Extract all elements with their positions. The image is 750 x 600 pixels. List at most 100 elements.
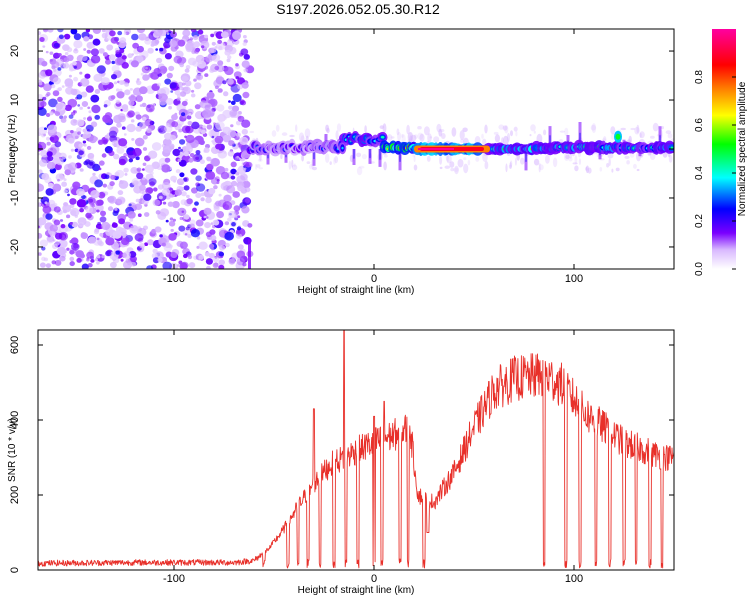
noise-blob [198, 241, 208, 250]
noise-blob [215, 143, 222, 150]
noise-blob [110, 261, 117, 269]
noise-blob [55, 232, 63, 240]
haze-blob [543, 129, 547, 136]
noise-blob [179, 172, 185, 178]
noise-blob [38, 71, 47, 79]
haze-blob [630, 127, 636, 131]
noise-blob [192, 35, 199, 41]
noise-blob [108, 54, 116, 61]
noise-blob [172, 218, 176, 222]
noise-blob [63, 189, 68, 194]
haze-blob [533, 130, 536, 134]
noise-blob [73, 76, 79, 82]
haze-blob [258, 167, 263, 170]
noise-blob [224, 167, 229, 172]
noise-blob [62, 44, 70, 51]
noise-blob [134, 184, 138, 188]
noise-blob [97, 240, 103, 245]
noise-blob [38, 183, 45, 192]
noise-blob [185, 65, 191, 70]
haze-blob [439, 129, 445, 132]
noise-blob [202, 125, 206, 129]
haze-blob [474, 136, 481, 145]
noise-blob [90, 94, 100, 103]
noise-blob [83, 117, 87, 120]
haze-blob [620, 127, 626, 131]
haze-blob [639, 132, 642, 138]
noise-blob [183, 214, 190, 220]
noise-blob [60, 242, 67, 249]
noise-blob [122, 106, 129, 112]
noise-blob [93, 136, 98, 141]
noise-blob [113, 81, 118, 85]
noise-blob [164, 29, 169, 33]
haze-blob [559, 130, 566, 133]
noise-blob [145, 104, 155, 113]
noise-blob [190, 29, 197, 33]
noise-blob [122, 251, 131, 259]
haze-blob [634, 126, 640, 135]
noise-blob [105, 250, 112, 257]
snr-y-tick-label: 600 [9, 336, 21, 354]
noise-blob [102, 52, 108, 57]
noise-blob [195, 150, 201, 155]
noise-blob [215, 121, 225, 130]
noise-blob [87, 152, 95, 159]
noise-blob [166, 72, 173, 79]
haze-blob [413, 164, 418, 171]
noise-blob [105, 59, 111, 65]
noise-blob [123, 153, 128, 157]
noise-blob [165, 219, 169, 223]
noise-blob [139, 184, 146, 191]
noise-blob [193, 78, 197, 82]
noise-blob [81, 263, 89, 269]
noise-blob [54, 240, 60, 246]
noise-blob [76, 119, 85, 127]
noise-blob [197, 60, 207, 69]
noise-blob [238, 244, 244, 250]
noise-blob [170, 228, 174, 232]
noise-blob [181, 125, 191, 134]
noise-blob [243, 68, 248, 73]
noise-blob [223, 91, 229, 97]
haze-blob [301, 154, 304, 162]
haze-blob [530, 124, 536, 132]
haze-blob [289, 134, 295, 138]
noise-blob [206, 91, 215, 99]
haze-blob [413, 156, 416, 162]
noise-blob [73, 48, 79, 54]
snr-x-tick-label: 100 [565, 573, 583, 585]
haze-blob [417, 132, 424, 140]
noise-blob [74, 214, 79, 218]
haze-blob [446, 154, 449, 163]
haze-blob [445, 153, 449, 161]
noise-blob [128, 100, 135, 106]
noise-blob [49, 59, 53, 62]
noise-blob [61, 181, 67, 187]
haze-blob [329, 161, 332, 166]
noise-blob [114, 171, 120, 177]
noise-blob [239, 99, 245, 104]
noise-blob [134, 203, 143, 210]
noise-blob [204, 73, 209, 77]
noise-blob [165, 251, 173, 258]
noise-blob [52, 202, 58, 208]
haze-blob [514, 157, 517, 166]
noise-blob [72, 181, 81, 189]
noise-blob [72, 61, 77, 66]
noise-blob [38, 217, 47, 226]
noise-blob [169, 82, 177, 89]
noise-blob [181, 100, 188, 107]
noise-blob [228, 140, 235, 147]
noise-blob [210, 47, 217, 53]
noise-blob [112, 230, 122, 239]
noise-blob [224, 231, 234, 241]
haze-blob [529, 134, 532, 137]
noise-blob [65, 86, 74, 95]
haze-blob [652, 122, 659, 132]
noise-blob [173, 179, 177, 183]
noise-blob [222, 134, 231, 143]
haze-blob [249, 130, 255, 134]
noise-blob [183, 185, 190, 191]
noise-blob [142, 162, 147, 166]
